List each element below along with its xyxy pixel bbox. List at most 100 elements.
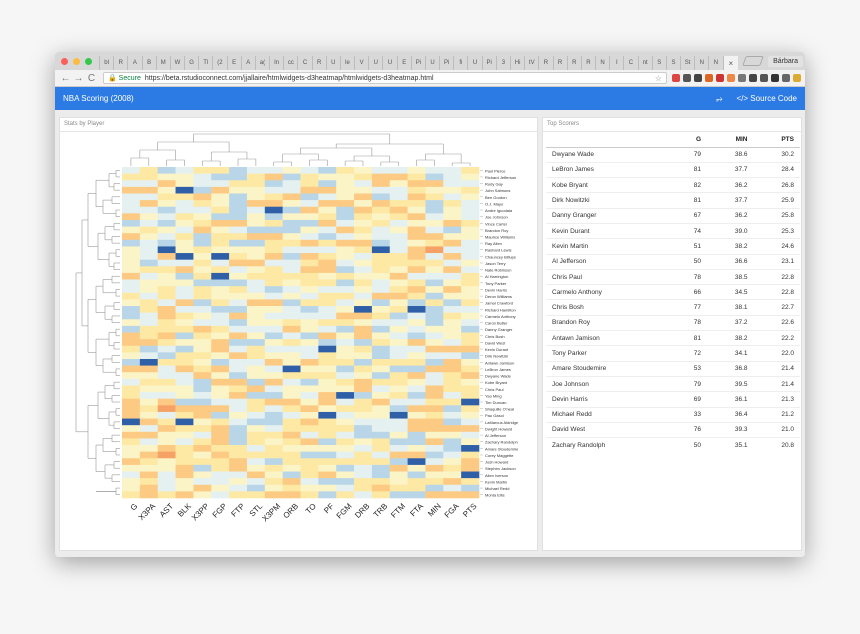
heatmap-cell[interactable] <box>264 186 283 194</box>
heatmap-cell[interactable] <box>354 279 373 287</box>
heatmap-cell[interactable] <box>229 186 248 194</box>
heatmap-cell[interactable] <box>211 378 230 386</box>
heatmap-cell[interactable] <box>443 418 462 426</box>
heatmap-cell[interactable] <box>175 385 194 393</box>
heatmap-cell[interactable] <box>443 445 462 452</box>
heatmap-cell[interactable] <box>371 372 391 380</box>
heatmap-cell[interactable] <box>300 418 319 426</box>
heatmap-cell[interactable] <box>139 272 158 280</box>
extension-icon[interactable] <box>705 74 713 82</box>
heatmap-cell[interactable] <box>389 458 408 466</box>
heatmap-cell[interactable] <box>336 464 355 472</box>
heatmap-cell[interactable] <box>264 286 283 294</box>
heatmap-cell[interactable] <box>282 180 301 188</box>
heatmap-cell[interactable] <box>461 445 480 452</box>
heatmap-cell[interactable] <box>229 398 248 406</box>
heatmap-cell[interactable] <box>318 451 337 459</box>
heatmap-cell[interactable] <box>193 239 212 247</box>
heatmap-cell[interactable] <box>425 339 444 347</box>
heatmap-cell[interactable] <box>211 226 230 234</box>
heatmap-cell[interactable] <box>336 200 355 208</box>
heatmap-cell[interactable] <box>282 266 301 274</box>
heatmap-cell[interactable] <box>443 226 462 234</box>
heatmap-cell[interactable] <box>371 239 391 247</box>
heatmap-cell[interactable] <box>282 246 301 254</box>
heatmap-cell[interactable] <box>157 471 176 479</box>
heatmap-cell[interactable] <box>336 405 355 413</box>
heatmap-cell[interactable] <box>282 319 301 327</box>
heatmap-cell[interactable] <box>211 365 230 373</box>
browser-tab[interactable]: nt <box>637 56 652 70</box>
heatmap-cell[interactable] <box>371 312 391 320</box>
heatmap-cell[interactable] <box>371 445 391 452</box>
heatmap-cell[interactable] <box>371 325 391 333</box>
heatmap-cell[interactable] <box>318 478 337 486</box>
heatmap-cell[interactable] <box>139 445 158 452</box>
heatmap-cell[interactable] <box>300 173 319 181</box>
browser-tab[interactable]: 3 <box>495 56 510 70</box>
heatmap-cell[interactable] <box>354 186 373 194</box>
heatmap-cell[interactable] <box>407 378 426 386</box>
heatmap-cell[interactable] <box>193 491 212 499</box>
heatmap-cell[interactable] <box>193 392 212 399</box>
heatmap-cell[interactable] <box>371 292 391 300</box>
heatmap-cell[interactable] <box>282 193 301 201</box>
heatmap-cell[interactable] <box>175 398 194 406</box>
heatmap-cell[interactable] <box>318 206 337 214</box>
heatmap-cell[interactable] <box>300 266 319 274</box>
heatmap-cell[interactable] <box>318 352 337 360</box>
heatmap-cell[interactable] <box>407 259 426 267</box>
heatmap-cell[interactable] <box>282 372 301 380</box>
heatmap-cell[interactable] <box>461 292 480 300</box>
heatmap-cell[interactable] <box>282 358 301 366</box>
heatmap-cell[interactable] <box>282 239 301 247</box>
heatmap-cell[interactable] <box>389 464 408 472</box>
heatmap-cell[interactable] <box>389 478 408 486</box>
heatmap-cell[interactable] <box>461 200 480 208</box>
heatmap-cell[interactable] <box>282 411 301 419</box>
heatmap-cell[interactable] <box>122 219 141 227</box>
heatmap-cell[interactable] <box>336 206 355 214</box>
heatmap-cell[interactable] <box>264 226 283 234</box>
heatmap-cell[interactable] <box>157 233 176 241</box>
heatmap-cell[interactable] <box>425 299 444 307</box>
browser-tab[interactable]: fi <box>453 56 467 70</box>
heatmap-cell[interactable] <box>371 405 391 413</box>
heatmap-cell[interactable] <box>336 365 355 373</box>
heatmap-cell[interactable] <box>157 352 176 360</box>
heatmap-cell[interactable] <box>157 272 176 280</box>
heatmap-cell[interactable] <box>389 180 408 188</box>
heatmap-cell[interactable] <box>389 445 408 452</box>
heatmap-cell[interactable] <box>264 484 283 492</box>
heatmap-cell[interactable] <box>175 358 194 366</box>
heatmap-cell[interactable] <box>425 193 444 201</box>
heatmap-cell[interactable] <box>193 372 212 380</box>
heatmap-cell[interactable] <box>175 345 194 353</box>
heatmap-chart[interactable]: Paul Pierce Richard Jefferson Rudy GayJohn… <box>60 132 537 550</box>
heatmap-cell[interactable] <box>282 491 301 499</box>
heatmap-cell[interactable] <box>407 246 426 254</box>
heatmap-cell[interactable] <box>175 445 194 452</box>
heatmap-cell[interactable] <box>425 213 444 221</box>
browser-tab[interactable]: le <box>339 56 354 70</box>
heatmap-cell[interactable] <box>264 239 283 247</box>
heatmap-cell[interactable] <box>389 471 408 479</box>
heatmap-cell[interactable] <box>336 299 355 307</box>
heatmap-cell[interactable] <box>300 180 319 188</box>
heatmap-cell[interactable] <box>246 186 266 194</box>
heatmap-cell[interactable] <box>318 365 337 373</box>
heatmap-cell[interactable] <box>229 378 248 386</box>
heatmap-cell[interactable] <box>407 312 426 320</box>
browser-tab[interactable]: I <box>609 56 623 70</box>
heatmap-cell[interactable] <box>211 332 230 340</box>
browser-tab[interactable]: S <box>651 56 666 70</box>
heatmap-cell[interactable] <box>122 345 141 353</box>
heatmap-cell[interactable] <box>157 167 176 174</box>
heatmap-cell[interactable] <box>122 484 141 492</box>
heatmap-cell[interactable] <box>407 398 426 406</box>
heatmap-cell[interactable] <box>122 253 141 260</box>
heatmap-cell[interactable] <box>407 339 426 347</box>
heatmap-cell[interactable] <box>318 411 337 419</box>
heatmap-cell[interactable] <box>122 312 141 320</box>
heatmap-cell[interactable] <box>407 213 426 221</box>
